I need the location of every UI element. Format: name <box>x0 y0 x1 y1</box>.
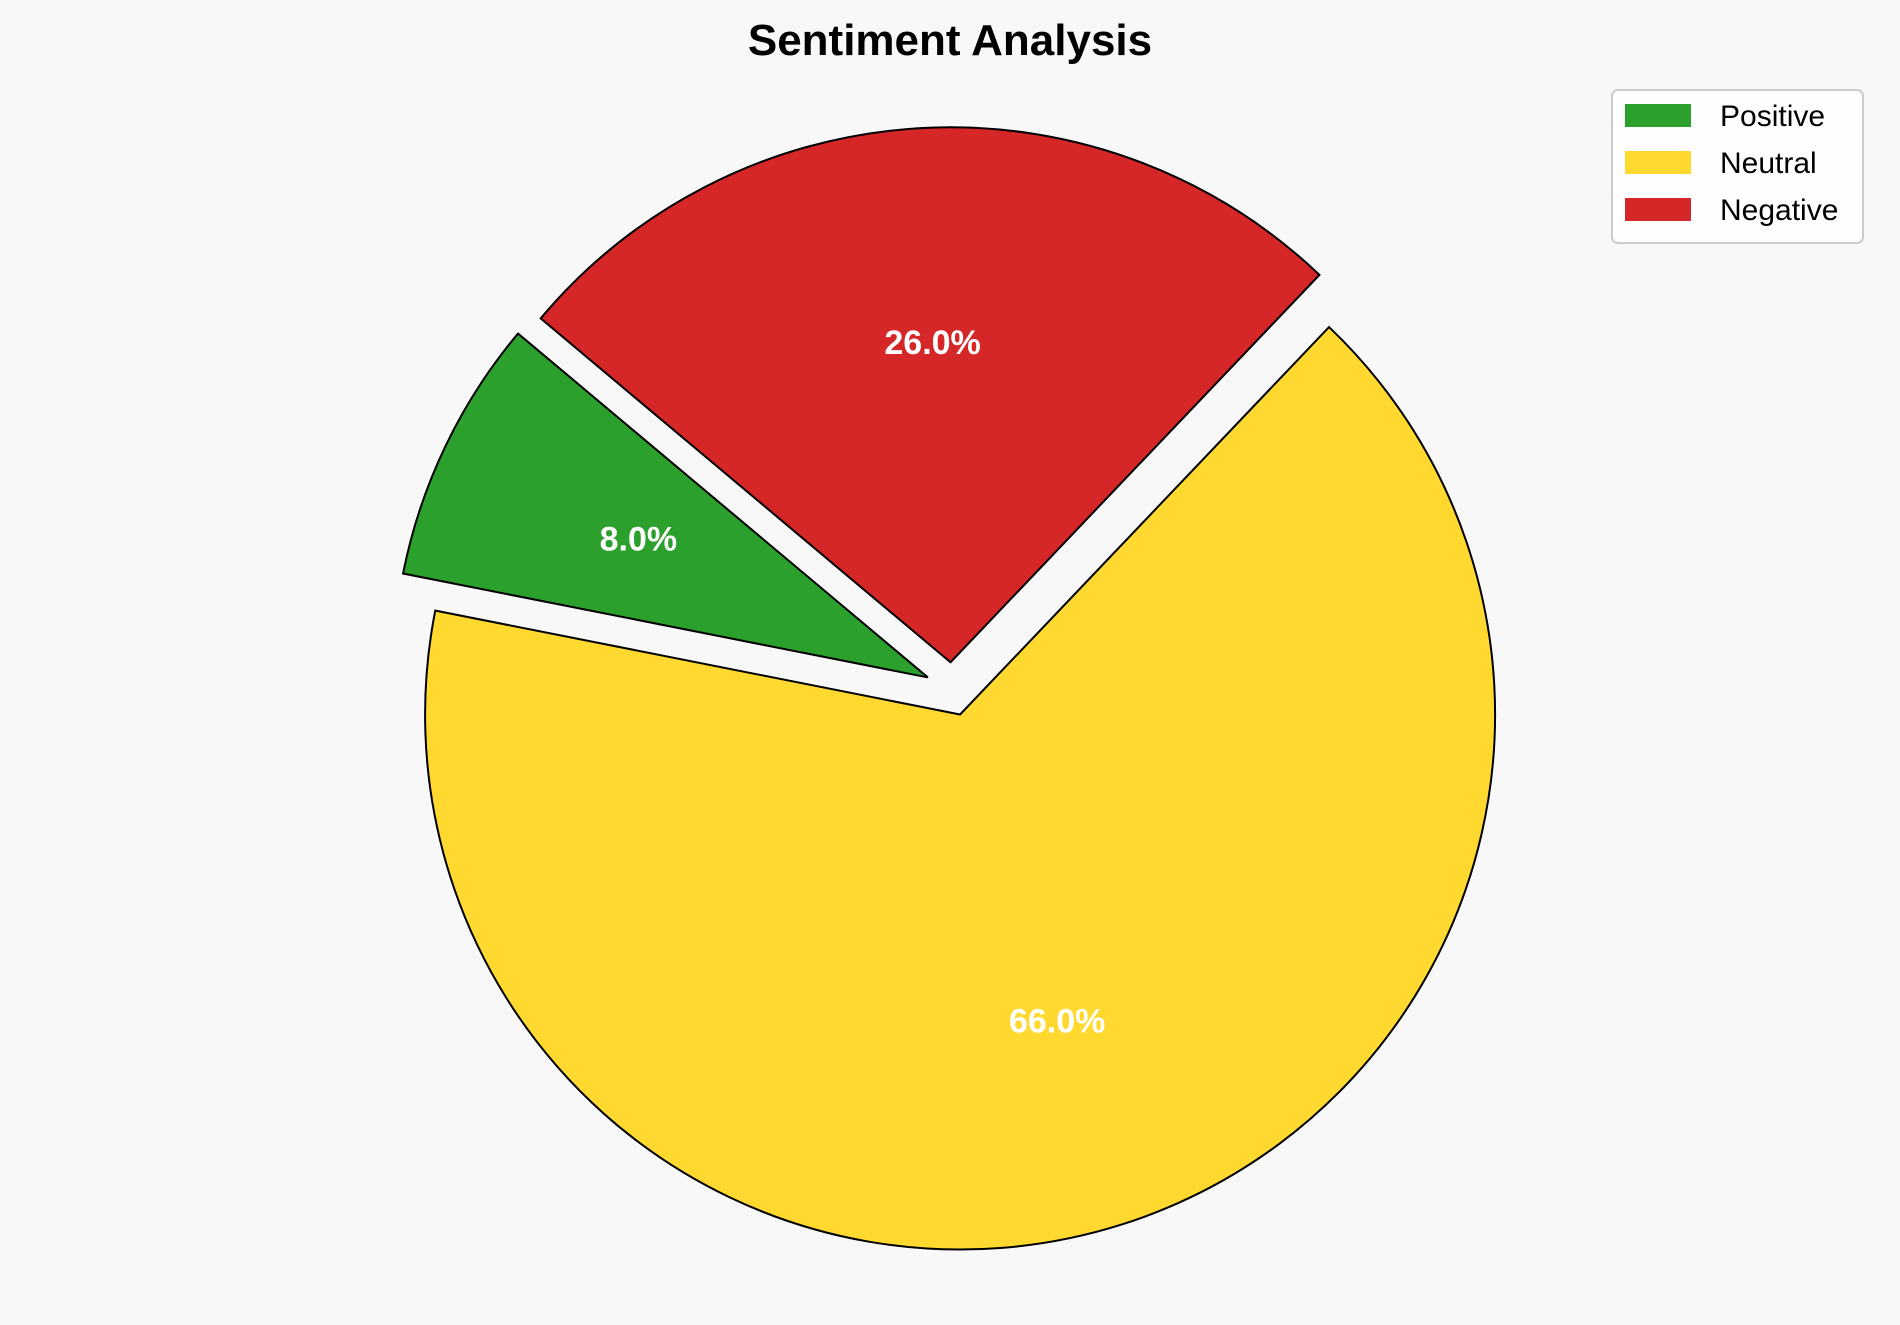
slice-positive <box>401 332 929 679</box>
pie-labels: 8.0% 66.0% 26.0% <box>600 324 1106 1041</box>
legend-label-negative: Negative <box>1720 194 1838 227</box>
pie-slices <box>401 126 1497 1251</box>
pct-label-neutral: 66.0% <box>1009 1002 1105 1040</box>
chart-title: Sentiment Analysis <box>748 16 1152 65</box>
legend-swatch-negative <box>1625 198 1691 221</box>
legend-swatch-neutral <box>1625 151 1691 174</box>
slice-neutral <box>424 325 1497 1251</box>
legend-swatch-positive <box>1625 104 1691 127</box>
pct-label-negative: 26.0% <box>884 324 980 362</box>
slice-negative <box>539 126 1321 664</box>
legend-label-positive: Positive <box>1720 100 1825 133</box>
pct-label-positive: 8.0% <box>600 521 678 559</box>
legend: Positive Neutral Negative <box>1611 89 1864 244</box>
legend-label-neutral: Neutral <box>1720 147 1817 180</box>
